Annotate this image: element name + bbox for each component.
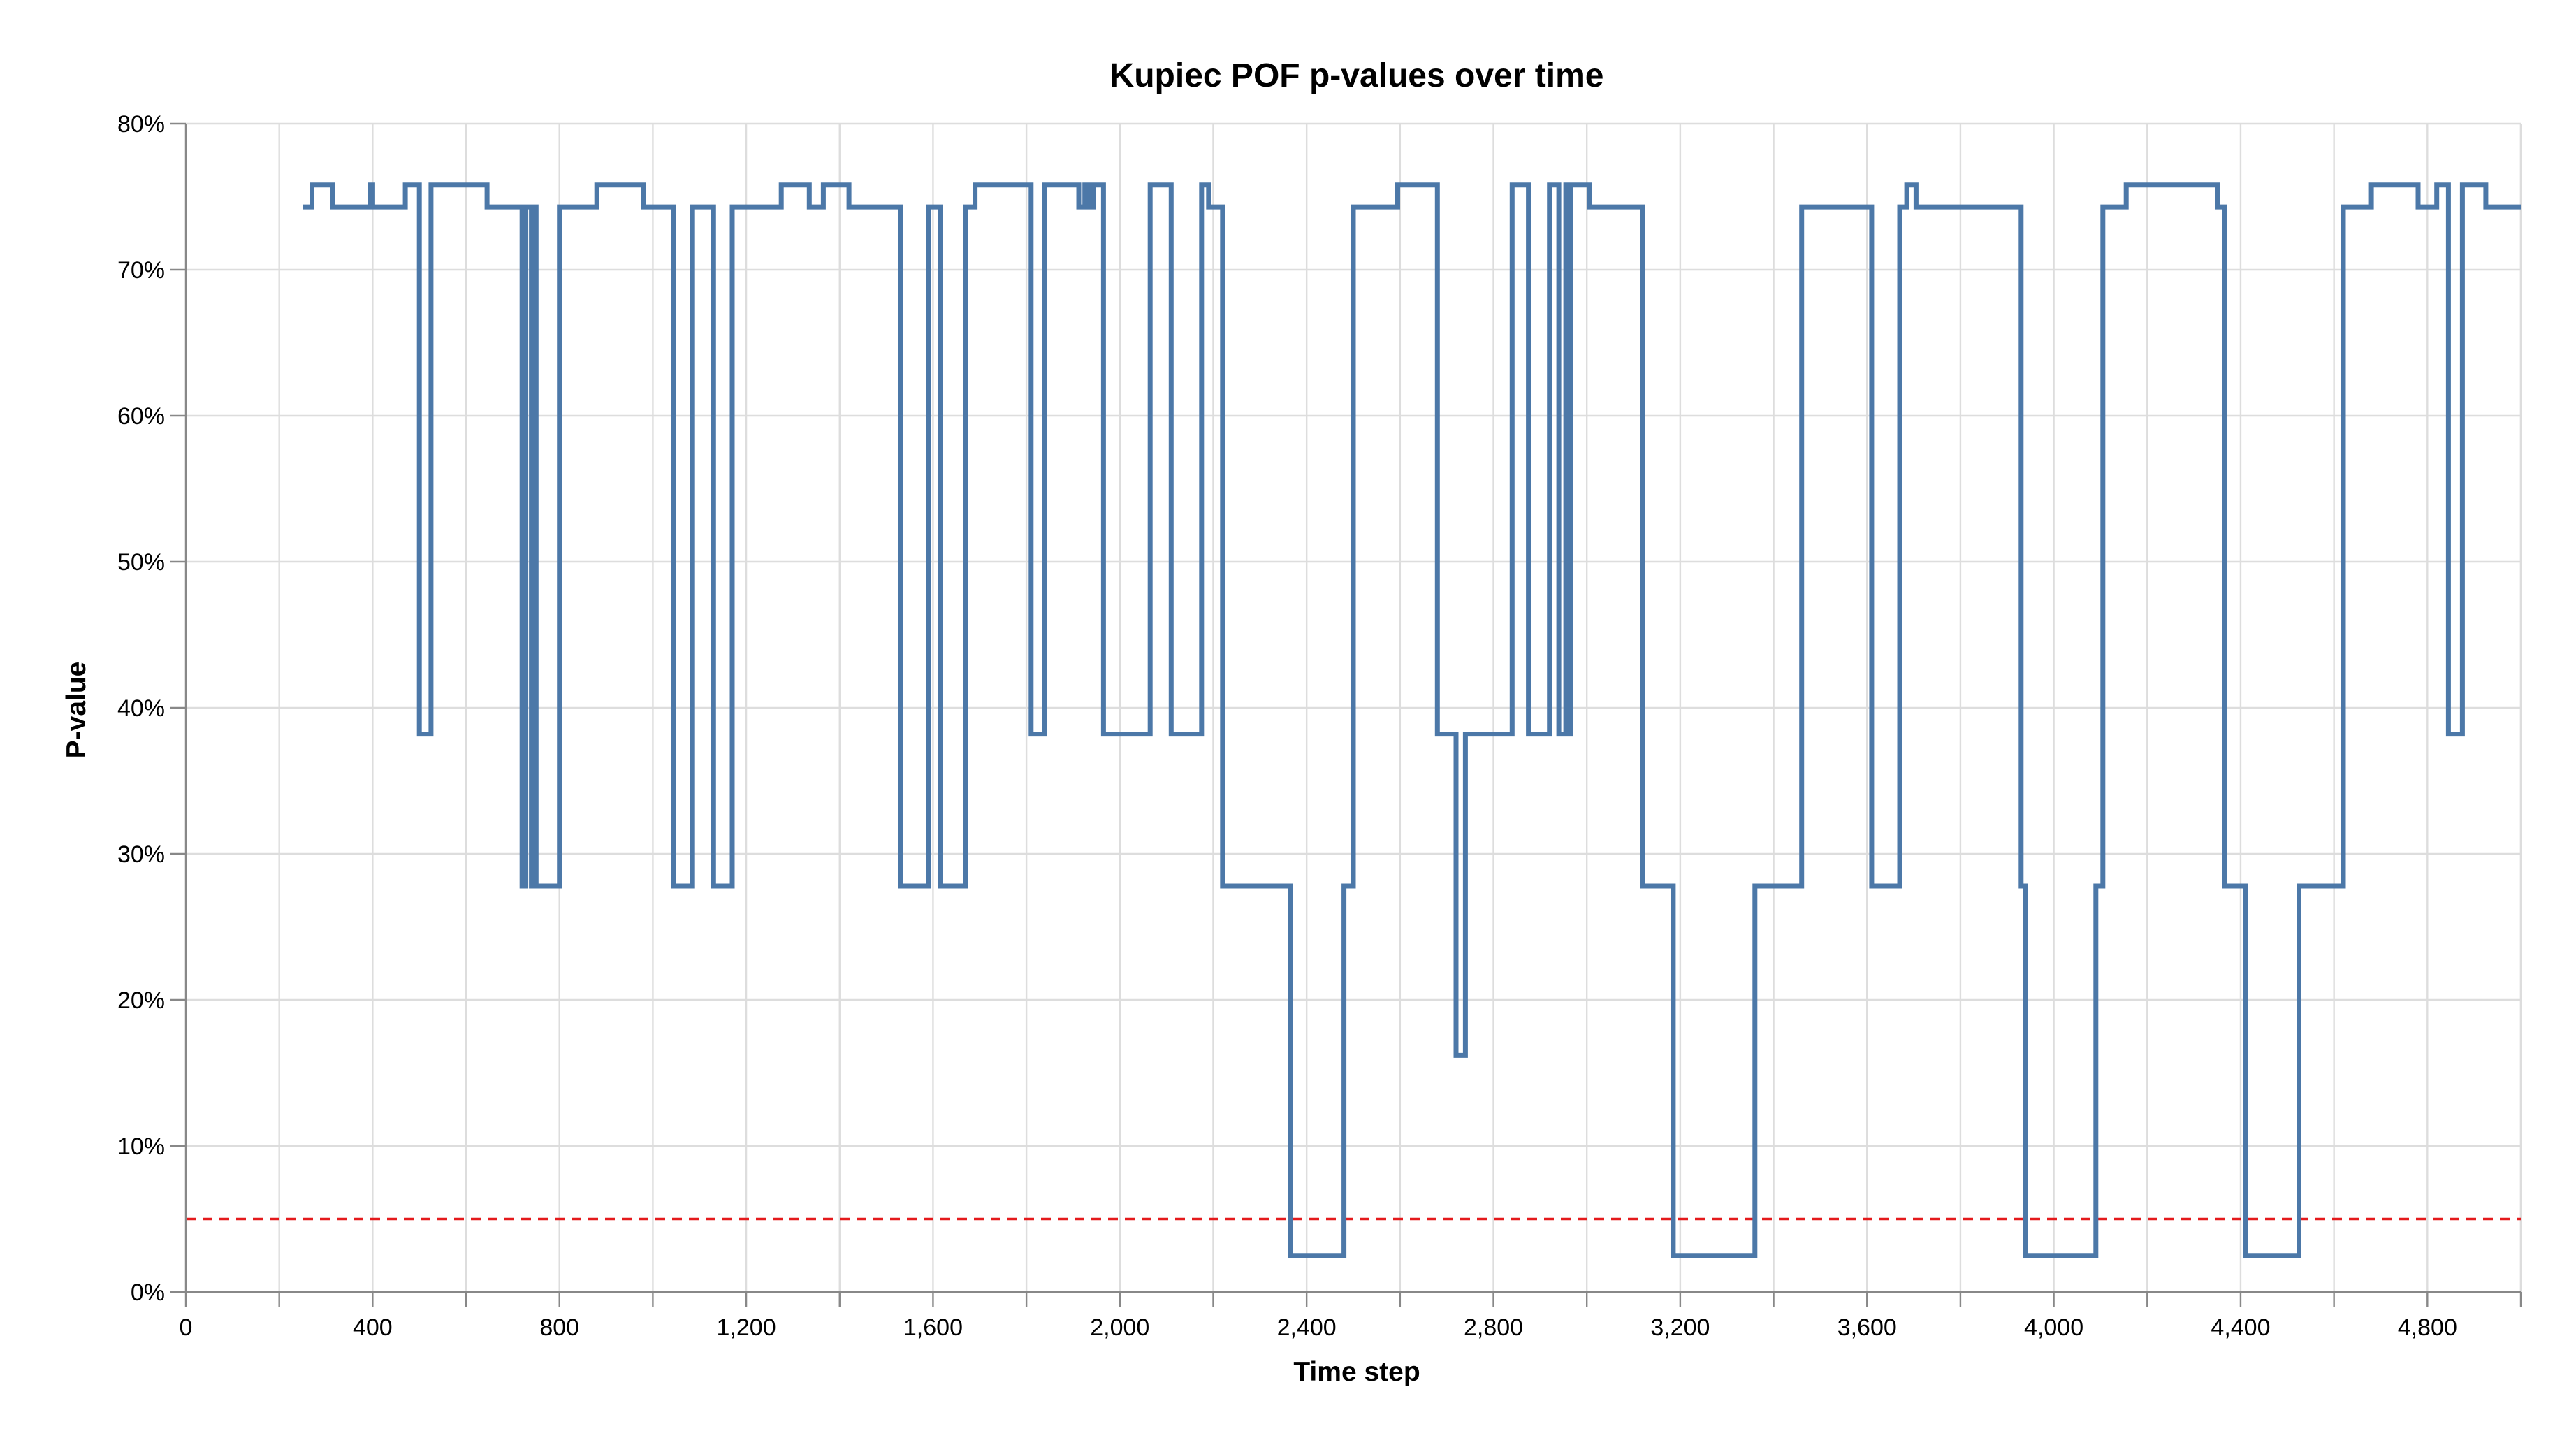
x-tick-label: 1,200: [717, 1314, 776, 1341]
y-tick-label: 50%: [117, 549, 165, 576]
x-tick-label: 2,800: [1464, 1314, 1523, 1341]
axes: 0% 10% 20% 30% 40% 50% 60% 70% 80% 0 400 800 1,200 1,…: [117, 111, 2522, 1341]
x-axis-title: Time step: [1293, 1357, 1420, 1387]
p-value-series-line: [303, 182, 2521, 1258]
x-tick-label: 4,000: [2024, 1314, 2083, 1341]
x-tick-label: 4,800: [2398, 1314, 2457, 1341]
x-tick-label: 1,600: [903, 1314, 963, 1341]
y-tick-label: 70%: [117, 257, 165, 284]
x-tick-label: 2,400: [1277, 1314, 1337, 1341]
y-tick-label: 10%: [117, 1133, 165, 1160]
y-tick-label: 30%: [117, 841, 165, 868]
y-tick-label: 40%: [117, 695, 165, 722]
x-tick-label: 3,600: [1838, 1314, 1897, 1341]
series-layer: [303, 182, 2521, 1258]
x-tick-label: 400: [353, 1314, 393, 1341]
y-tick-label: 60%: [117, 403, 165, 430]
x-tick-label: 800: [539, 1314, 579, 1341]
x-tick-label: 4,400: [2211, 1314, 2270, 1341]
x-tick-label: 3,200: [1650, 1314, 1710, 1341]
chart-title: Kupiec POF p-values over time: [1110, 57, 1604, 94]
y-tick-label: 20%: [117, 987, 165, 1014]
x-tick-label: 0: [180, 1314, 193, 1341]
y-axis-title: P-value: [61, 662, 92, 759]
y-tick-label: 0%: [131, 1279, 165, 1306]
x-tick-label: 2,000: [1090, 1314, 1149, 1341]
y-tick-label: 80%: [117, 111, 165, 138]
